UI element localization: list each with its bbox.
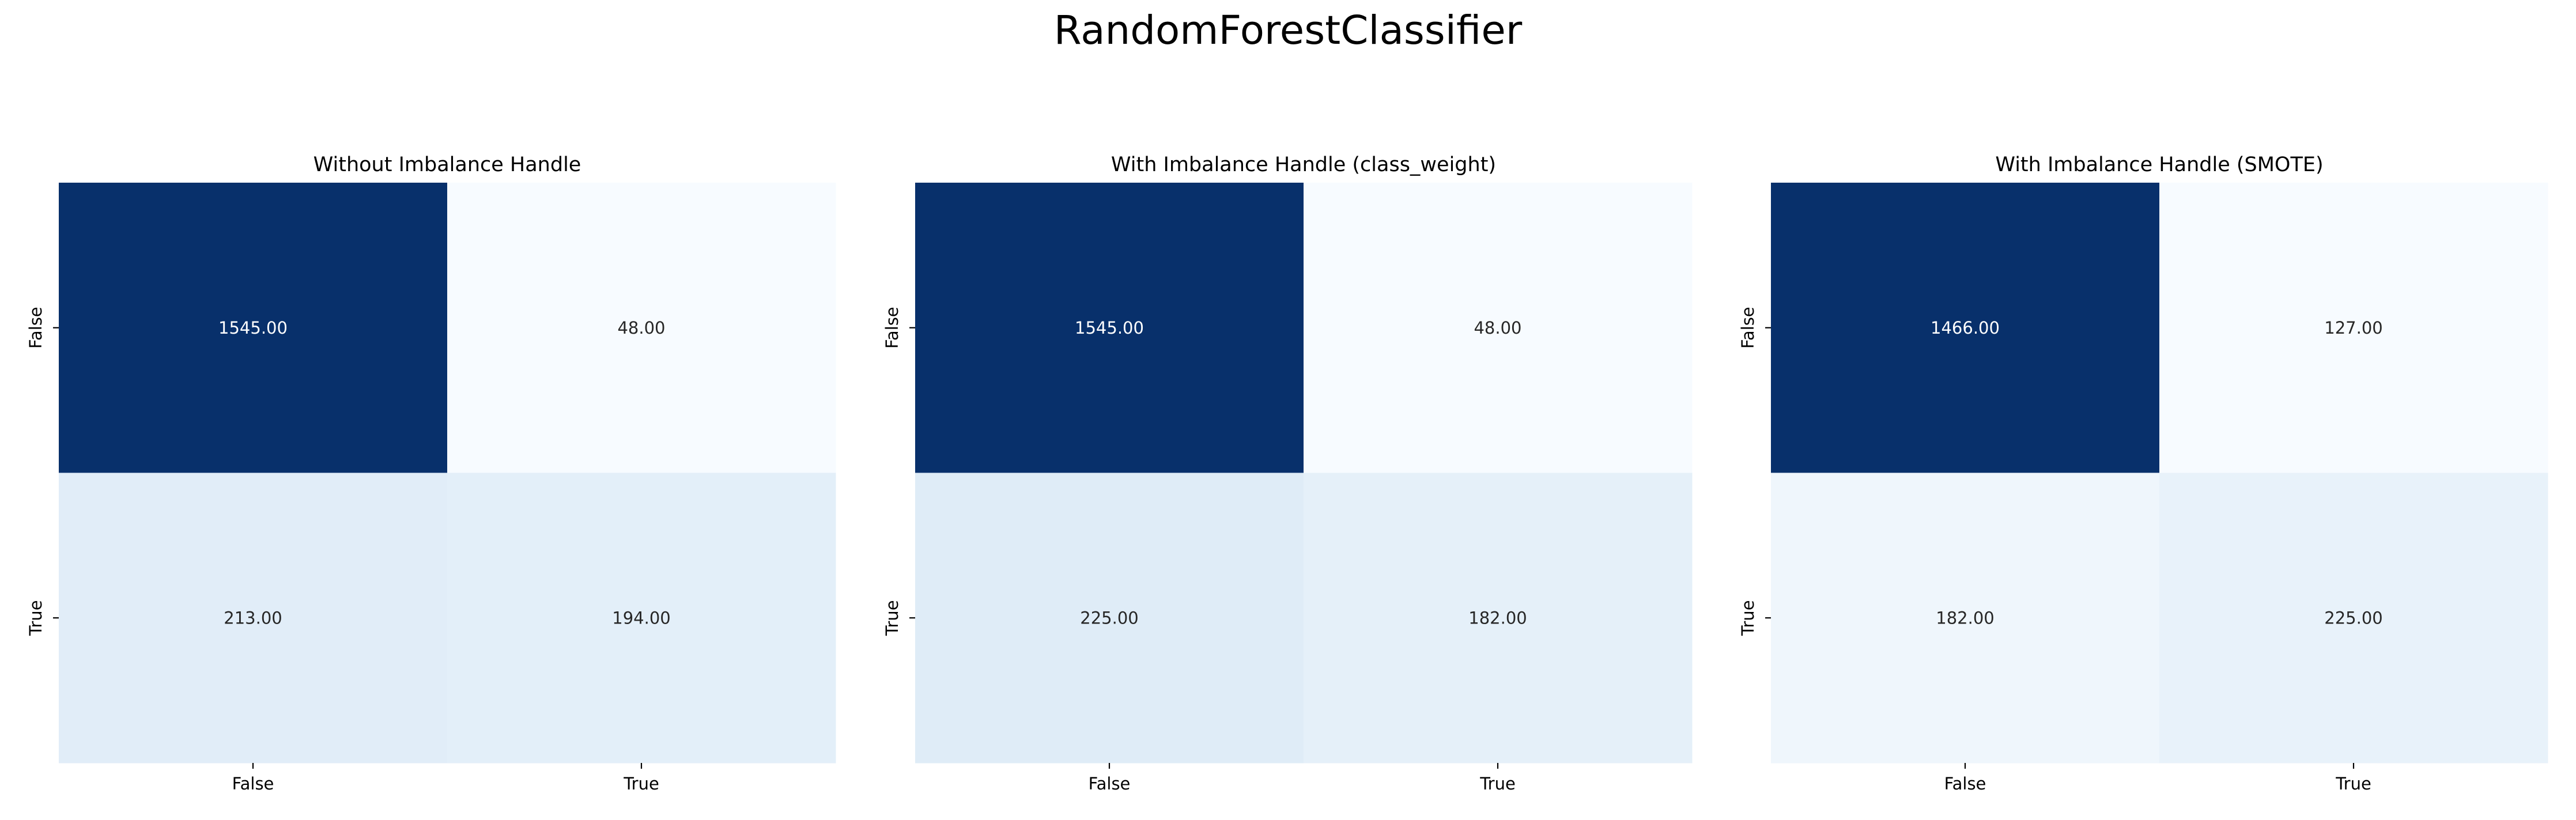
cell-value-label: 182.00 [1936, 608, 1994, 628]
heatmap-cell [447, 473, 836, 764]
heatmap-cell [1771, 473, 2160, 764]
heatmap-cell [1304, 183, 1693, 473]
x-tick-label: True [623, 774, 659, 793]
heatmap-cell [2159, 183, 2548, 473]
cell-value-label: 225.00 [1080, 608, 1138, 628]
y-tick-label: False [26, 307, 46, 349]
cell-value-label: 1545.00 [218, 318, 288, 338]
y-tick-label: False [1738, 307, 1758, 349]
cell-value-label: 225.00 [2324, 608, 2382, 628]
heatmap-cell [915, 183, 1304, 473]
heatmap-panels: Without Imbalance Handle 1545.00 48.00 213.… [26, 153, 2548, 793]
cell-value-label: 1466.00 [1931, 318, 2000, 338]
heatmap-cell [59, 473, 448, 764]
figure-title: RandomForestClassifier [1054, 7, 1523, 54]
heatmap-cell [447, 183, 836, 473]
x-tick-label: False [232, 774, 274, 793]
heatmap-cell [1304, 473, 1693, 764]
heatmap-panel-1: Without Imbalance Handle 1545.00 48.00 213.… [26, 153, 836, 793]
x-tick-label: True [1479, 774, 1516, 793]
panel-title: With Imbalance Handle (SMOTE) [1995, 153, 2323, 176]
y-tick-label: True [882, 600, 902, 636]
y-tick-label: True [26, 600, 46, 636]
cell-value-label: 48.00 [1474, 318, 1521, 338]
cell-value-label: 182.00 [1468, 608, 1527, 628]
heatmap-cell [2159, 473, 2548, 764]
cell-value-label: 1545.00 [1075, 318, 1144, 338]
heatmap-cell [59, 183, 448, 473]
heatmap-panel-3: With Imbalance Handle (SMOTE) 1466.00 127.… [1738, 153, 2548, 793]
heatmap-cell [915, 473, 1304, 764]
x-tick-label: False [1944, 774, 1986, 793]
panel-title: Without Imbalance Handle [313, 153, 581, 176]
x-tick-label: True [2335, 774, 2371, 793]
heatmap-cell [1771, 183, 2160, 473]
panel-title: With Imbalance Handle (class_weight) [1111, 153, 1496, 176]
y-tick-label: True [1738, 600, 1758, 636]
cell-value-label: 127.00 [2324, 318, 2382, 338]
y-tick-label: False [882, 307, 902, 349]
heatmap-panel-2: With Imbalance Handle (class_weight) 1545… [882, 153, 1693, 793]
cell-value-label: 194.00 [612, 608, 670, 628]
x-tick-label: False [1089, 774, 1131, 793]
cell-value-label: 213.00 [224, 608, 282, 628]
cell-value-label: 48.00 [617, 318, 665, 338]
